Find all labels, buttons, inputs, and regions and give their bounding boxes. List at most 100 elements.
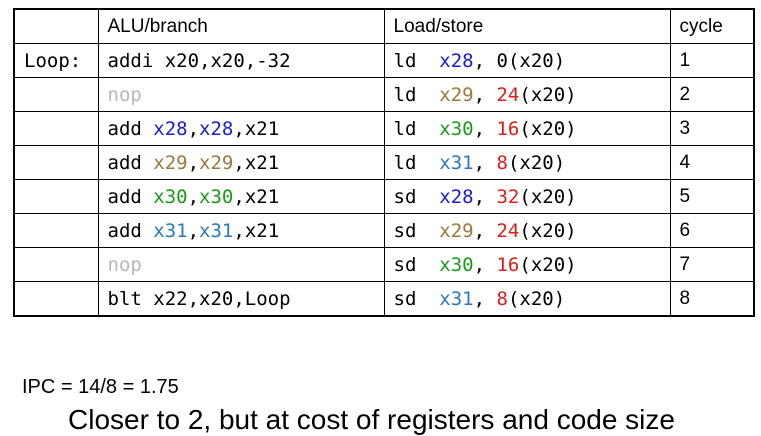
code-token: addi x20,x20,-32 xyxy=(107,49,291,72)
header-alu-branch: ALU/branch xyxy=(97,8,385,44)
code-token: ,x21 xyxy=(233,117,280,140)
register-token: 8 xyxy=(496,287,508,310)
cycle-cell: 3 xyxy=(669,111,755,146)
code-token: (x20) xyxy=(519,185,577,208)
load-store-cell: sd x31, 8(x20) xyxy=(383,281,671,317)
register-token: x30 xyxy=(153,185,188,208)
load-store-cell: sd x28, 32(x20) xyxy=(383,179,671,214)
code-token: sd xyxy=(393,253,440,276)
load-store-cell: sd x30, 16(x20) xyxy=(383,247,671,282)
register-token: 32 xyxy=(496,185,520,208)
header-load-store: Load/store xyxy=(383,8,671,44)
register-token: x28 xyxy=(153,117,188,140)
cycle-cell: 4 xyxy=(669,145,755,180)
code-token: (x20) xyxy=(507,151,566,174)
schedule-table: ALU/branch Load/store cycle Loop: addi x2… xyxy=(13,8,755,317)
table-row: add x30,x30,x21 sd x28, 32(x20) 5 xyxy=(13,179,755,214)
register-token: x29 xyxy=(199,151,234,174)
register-token: 8 xyxy=(496,151,508,174)
row-label xyxy=(13,111,99,146)
register-token: x29 xyxy=(439,219,474,242)
row-label xyxy=(13,247,99,282)
row-label xyxy=(13,213,99,248)
code-token: , xyxy=(473,117,497,140)
row-label xyxy=(13,281,99,317)
code-token: 0 xyxy=(496,49,508,72)
code-token: add xyxy=(107,117,154,140)
code-token: ld xyxy=(393,151,440,174)
code-token: sd xyxy=(393,185,440,208)
table-row: nop ld x29, 24(x20) 2 xyxy=(13,77,755,112)
cycle-cell: 1 xyxy=(669,43,755,78)
load-store-cell: ld x28, 0(x20) xyxy=(383,43,671,78)
cycle-cell: 7 xyxy=(669,247,755,282)
row-label: Loop: xyxy=(13,43,99,78)
alu-branch-cell: add x28,x28,x21 xyxy=(97,111,385,146)
register-token: x28 xyxy=(439,49,474,72)
header-label-cell xyxy=(13,8,99,44)
row-label xyxy=(13,145,99,180)
header-cycle: cycle xyxy=(669,8,755,44)
alu-branch-cell: add x29,x29,x21 xyxy=(97,145,385,180)
code-token: add xyxy=(107,185,154,208)
register-token: 24 xyxy=(496,219,520,242)
code-token: , xyxy=(473,83,497,106)
alu-branch-cell: add x30,x30,x21 xyxy=(97,179,385,214)
register-token: x30 xyxy=(439,253,474,276)
code-token: ld xyxy=(393,117,440,140)
code-token: , xyxy=(473,253,497,276)
header-row: ALU/branch Load/store cycle xyxy=(13,8,755,44)
alu-branch-cell: nop xyxy=(97,247,385,282)
code-token: , xyxy=(473,185,497,208)
row-label xyxy=(13,77,99,112)
code-token: ld xyxy=(393,49,440,72)
load-store-cell: sd x29, 24(x20) xyxy=(383,213,671,248)
cycle-cell: 2 xyxy=(669,77,755,112)
code-token: (x20) xyxy=(507,49,566,72)
alu-branch-cell: nop xyxy=(97,77,385,112)
cycle-cell: 5 xyxy=(669,179,755,214)
code-token: (x20) xyxy=(507,287,566,310)
table-row: blt x22,x20,Loop sd x31, 8(x20) 8 xyxy=(13,281,755,317)
alu-branch-cell: blt x22,x20,Loop xyxy=(97,281,385,317)
code-token: add xyxy=(107,219,154,242)
ipc-text: IPC = 14/8 = 1.75 xyxy=(22,376,179,398)
code-token: ,x21 xyxy=(233,219,280,242)
code-token: , xyxy=(473,287,497,310)
register-token: 24 xyxy=(496,83,520,106)
register-token: x31 xyxy=(153,219,188,242)
nop-text: nop xyxy=(107,253,142,276)
cycle-cell: 8 xyxy=(669,281,755,317)
cycle-cell: 6 xyxy=(669,213,755,248)
code-token: sd xyxy=(393,287,440,310)
register-token: x30 xyxy=(199,185,234,208)
table-row: nop sd x30, 16(x20) 7 xyxy=(13,247,755,282)
nop-text: nop xyxy=(107,83,142,106)
note-text: Closer to 2, but at cost of registers an… xyxy=(68,404,675,435)
alu-branch-cell: add x31,x31,x21 xyxy=(97,213,385,248)
table-row: add x29,x29,x21 ld x31, 8(x20) 4 xyxy=(13,145,755,180)
load-store-cell: ld x29, 24(x20) xyxy=(383,77,671,112)
code-token: (x20) xyxy=(519,117,577,140)
code-token: ld xyxy=(393,83,440,106)
code-token: (x20) xyxy=(519,83,577,106)
register-token: 16 xyxy=(496,117,520,140)
register-token: x28 xyxy=(439,185,474,208)
load-store-cell: ld x31, 8(x20) xyxy=(383,145,671,180)
code-token: ,x21 xyxy=(233,151,280,174)
code-token: (x20) xyxy=(519,219,577,242)
code-token: add xyxy=(107,151,154,174)
code-token: , xyxy=(473,219,497,242)
table-row: add x31,x31,x21 sd x29, 24(x20) 6 xyxy=(13,213,755,248)
code-token: , xyxy=(473,151,497,174)
code-token: blt x22,x20,Loop xyxy=(107,287,291,310)
code-token: sd xyxy=(393,219,440,242)
code-token: (x20) xyxy=(519,253,577,276)
alu-branch-cell: addi x20,x20,-32 xyxy=(97,43,385,78)
row-label xyxy=(13,179,99,214)
code-token: , xyxy=(473,49,497,72)
register-token: x31 xyxy=(439,151,474,174)
register-token: x29 xyxy=(153,151,188,174)
code-token: ,x21 xyxy=(233,185,280,208)
code-token: , xyxy=(187,117,200,140)
